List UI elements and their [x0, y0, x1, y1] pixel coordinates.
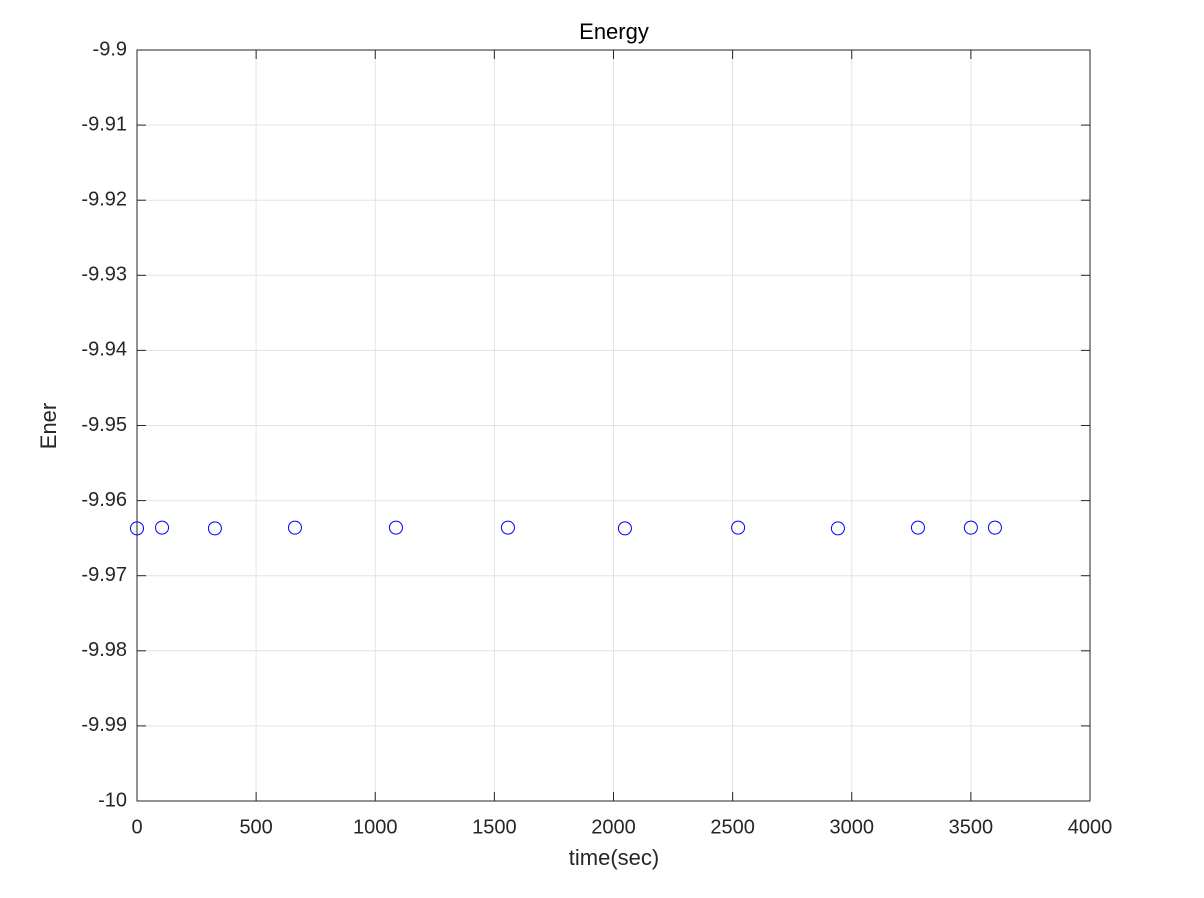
- y-tick-label: -9.95: [81, 414, 127, 436]
- point: [830, 521, 845, 536]
- point: [207, 521, 222, 536]
- y-tick-label: -9.91: [81, 113, 127, 135]
- point: [963, 520, 978, 535]
- y-tick-label: -9.99: [81, 714, 127, 736]
- y-tick-label: -9.96: [81, 489, 127, 511]
- y-tick-label: -9.92: [81, 188, 127, 210]
- chart-title: Energy: [579, 19, 649, 44]
- x-axis-label: time(sec): [569, 845, 659, 870]
- point: [910, 520, 925, 535]
- point: [155, 520, 170, 535]
- y-tick-label: -9.94: [81, 339, 127, 361]
- x-tick-label: 3000: [830, 816, 875, 838]
- point: [617, 521, 632, 536]
- x-tick-label: 0: [131, 816, 142, 838]
- x-tick-label: 2000: [591, 816, 636, 838]
- plot-frame: [136, 49, 1091, 802]
- x-tick-label: 1500: [472, 816, 517, 838]
- y-tick-label: -9.97: [81, 564, 127, 586]
- y-tick-label: -9.98: [81, 639, 127, 661]
- x-tick-label: 500: [239, 816, 272, 838]
- point: [287, 520, 302, 535]
- point: [388, 520, 403, 535]
- point: [987, 520, 1002, 535]
- x-tick-label: 1000: [353, 816, 398, 838]
- x-tick-label: 4000: [1068, 816, 1113, 838]
- y-tick-label: -9.9: [93, 38, 127, 60]
- y-tick-label: -10: [98, 789, 127, 811]
- x-tick-label: 3500: [949, 816, 994, 838]
- y-tick-label: -9.93: [81, 264, 127, 286]
- point: [500, 520, 515, 535]
- x-tick-label: 2500: [710, 816, 755, 838]
- point: [130, 521, 144, 536]
- point: [731, 520, 746, 535]
- y-axis-label: Ener: [36, 403, 61, 449]
